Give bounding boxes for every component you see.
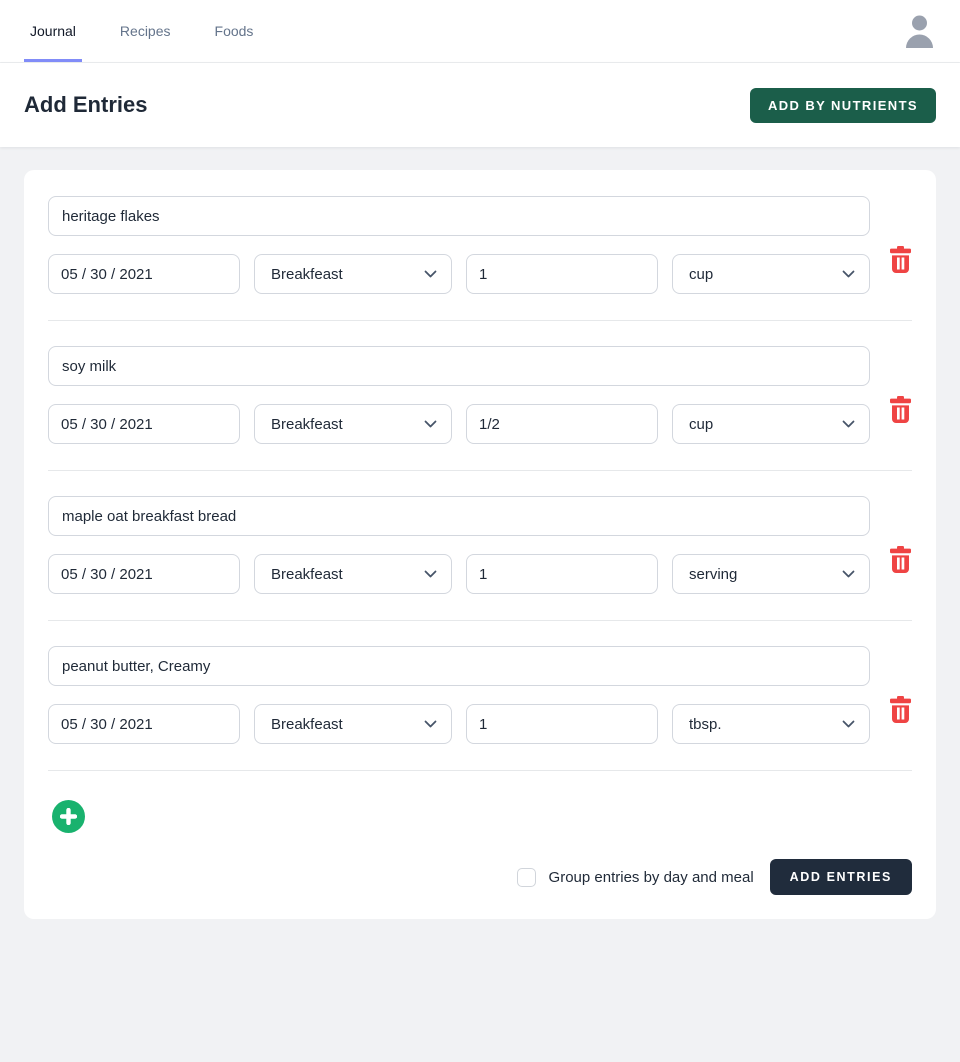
trash-icon bbox=[890, 246, 911, 273]
unit-select[interactable]: cup bbox=[672, 404, 870, 444]
unit-select[interactable]: tbsp. bbox=[672, 704, 870, 744]
row-divider bbox=[48, 620, 912, 621]
main-content: Breakfeast cup bbox=[0, 147, 960, 943]
entry-row: Breakfeast cup bbox=[48, 346, 912, 444]
add-by-nutrients-button[interactable]: ADD BY NUTRIENTS bbox=[749, 87, 936, 123]
quantity-input[interactable] bbox=[466, 404, 658, 444]
food-name-input[interactable] bbox=[48, 196, 870, 236]
chevron-down-icon bbox=[424, 420, 437, 428]
top-nav: Journal Recipes Foods bbox=[0, 0, 960, 63]
chevron-down-icon bbox=[842, 420, 855, 428]
unit-select[interactable]: serving bbox=[672, 554, 870, 594]
page-title: Add Entries bbox=[24, 92, 148, 117]
add-entries-button[interactable]: ADD ENTRIES bbox=[769, 859, 912, 895]
meal-select-value: Breakfeast bbox=[271, 265, 343, 283]
quantity-input[interactable] bbox=[466, 554, 658, 594]
entry-detail-row: Breakfeast serving bbox=[48, 554, 870, 594]
meal-select[interactable]: Breakfeast bbox=[254, 404, 452, 444]
tab-foods[interactable]: Foods bbox=[214, 23, 254, 39]
delete-entry-button[interactable] bbox=[889, 696, 912, 723]
row-divider bbox=[48, 320, 912, 321]
meal-select-value: Breakfeast bbox=[271, 415, 343, 433]
meal-select[interactable]: Breakfeast bbox=[254, 254, 452, 294]
chevron-down-icon bbox=[842, 720, 855, 728]
page-toolbar: Add Entries ADD BY NUTRIENTS bbox=[0, 63, 960, 147]
unit-select[interactable]: cup bbox=[672, 254, 870, 294]
unit-select-value: tbsp. bbox=[689, 715, 722, 733]
unit-select-value: cup bbox=[689, 415, 714, 433]
meal-select[interactable]: Breakfeast bbox=[254, 554, 452, 594]
group-entries-label: Group entries by day and meal bbox=[548, 868, 754, 886]
delete-entry-button[interactable] bbox=[889, 246, 912, 273]
plus-icon bbox=[60, 808, 77, 825]
add-row-button[interactable] bbox=[52, 800, 85, 833]
chevron-down-icon bbox=[424, 720, 437, 728]
meal-select-value: Breakfeast bbox=[271, 565, 343, 583]
row-divider bbox=[48, 770, 912, 771]
tab-recipes[interactable]: Recipes bbox=[119, 23, 171, 39]
chevron-down-icon bbox=[424, 270, 437, 278]
card-footer: Group entries by day and meal ADD ENTRIE… bbox=[48, 859, 912, 895]
delete-entry-button[interactable] bbox=[889, 546, 912, 573]
delete-entry-button[interactable] bbox=[889, 396, 912, 423]
date-input[interactable] bbox=[48, 404, 240, 444]
row-divider bbox=[48, 470, 912, 471]
date-input[interactable] bbox=[48, 554, 240, 594]
entries-card: Breakfeast cup bbox=[24, 170, 936, 919]
group-entries-checkbox[interactable] bbox=[516, 867, 536, 887]
entry-row: Breakfeast cup bbox=[48, 196, 912, 294]
trash-icon bbox=[890, 396, 911, 423]
chevron-down-icon bbox=[424, 570, 437, 578]
quantity-input[interactable] bbox=[466, 254, 658, 294]
entry-row: Breakfeast serving bbox=[48, 496, 912, 594]
entry-row: Breakfeast tbsp. bbox=[48, 646, 912, 744]
nav-tabs: Journal Recipes Foods bbox=[24, 0, 291, 62]
entry-detail-row: Breakfeast cup bbox=[48, 254, 870, 294]
food-name-input[interactable] bbox=[48, 496, 870, 536]
user-avatar-icon[interactable] bbox=[903, 14, 936, 49]
unit-select-value: serving bbox=[689, 565, 738, 583]
entry-detail-row: Breakfeast tbsp. bbox=[48, 704, 870, 744]
food-name-input[interactable] bbox=[48, 346, 870, 386]
quantity-input[interactable] bbox=[466, 704, 658, 744]
trash-icon bbox=[890, 696, 911, 723]
date-input[interactable] bbox=[48, 254, 240, 294]
date-input[interactable] bbox=[48, 704, 240, 744]
trash-icon bbox=[890, 546, 911, 573]
tab-journal[interactable]: Journal bbox=[24, 0, 82, 62]
chevron-down-icon bbox=[842, 570, 855, 578]
unit-select-value: cup bbox=[689, 265, 714, 283]
meal-select[interactable]: Breakfeast bbox=[254, 704, 452, 744]
food-name-input[interactable] bbox=[48, 646, 870, 686]
entry-detail-row: Breakfeast cup bbox=[48, 404, 870, 444]
meal-select-value: Breakfeast bbox=[271, 715, 343, 733]
chevron-down-icon bbox=[842, 270, 855, 278]
